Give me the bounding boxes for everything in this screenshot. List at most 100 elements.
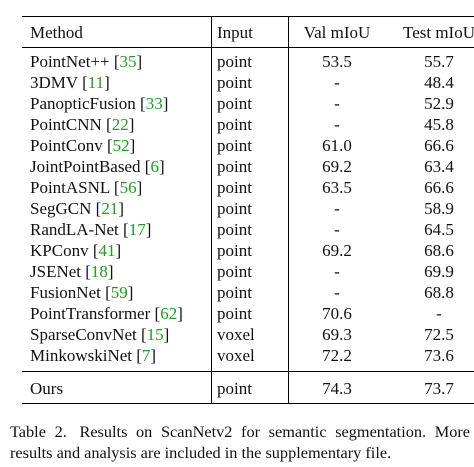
test-miou: 72.5: [424, 325, 454, 344]
input-type: voxel: [211, 324, 289, 345]
citation-link[interactable]: 56: [119, 178, 137, 197]
val-miou: 70.6: [288, 303, 385, 324]
citation-link[interactable]: 33: [145, 94, 163, 113]
method-name: PointCNN: [30, 115, 102, 134]
method-name: FusionNet: [30, 283, 101, 302]
test-miou: 63.4: [424, 157, 454, 176]
method-cell: PointNet++ [35]: [30, 52, 143, 71]
method-cell: PointASNL [56]: [30, 178, 143, 197]
input-type: point: [211, 303, 289, 324]
table-row: KPConv [41] point 69.2 68.6: [22, 240, 474, 261]
test-miou: 58.9: [424, 199, 454, 218]
method-name: JSENet: [30, 262, 81, 281]
table-row: PointCNN [22] point - 45.8: [22, 114, 474, 135]
test-miou-ours: 73.7: [385, 371, 474, 404]
method-name: SparseConvNet: [30, 325, 137, 344]
input-type: point: [211, 114, 289, 135]
input-type: point: [211, 240, 289, 261]
test-miou: 69.9: [424, 262, 454, 281]
input-type: point: [211, 93, 289, 114]
table-row: FusionNet [59] point - 68.8: [22, 282, 474, 303]
method-name: PointConv: [30, 136, 103, 155]
caption-label: Table 2.: [10, 422, 67, 441]
table-row: SparseConvNet [15] voxel 69.3 72.5: [22, 324, 474, 345]
val-miou: 61.0: [288, 135, 385, 156]
input-type: point: [211, 135, 289, 156]
input-type: point: [211, 198, 289, 219]
method-name: MinkowskiNet: [30, 346, 132, 365]
method-cell: SparseConvNet [15]: [30, 325, 170, 344]
method-name: JointPointBased: [30, 157, 141, 176]
citation-link[interactable]: 15: [146, 325, 164, 344]
method-cell: KPConv [41]: [30, 241, 122, 260]
table-caption: Table 2. Results on ScanNetv2 for semant…: [10, 421, 470, 463]
input-type: point: [211, 72, 289, 93]
method-cell: SegGCN [21]: [30, 199, 124, 218]
citation-link[interactable]: 17: [128, 220, 146, 239]
table-row: RandLA-Net [17] point - 64.5: [22, 219, 474, 240]
input-type: point: [211, 156, 289, 177]
citation-link[interactable]: 62: [160, 304, 178, 323]
val-miou: 69.2: [288, 156, 385, 177]
test-miou: 45.8: [424, 115, 454, 134]
table-row-ours: Ours point 74.3 73.7: [22, 371, 474, 404]
val-miou: -: [288, 282, 385, 303]
method-cell: PanopticFusion [33]: [30, 94, 169, 113]
method-cell: JSENet [18]: [30, 262, 114, 281]
method-cell: PointConv [52]: [30, 136, 136, 155]
val-miou: -: [288, 93, 385, 114]
test-miou: 68.6: [424, 241, 454, 260]
method-name: PointNet++: [30, 52, 110, 71]
method-cell: 3DMV [11]: [30, 73, 110, 92]
header-input: Input: [211, 16, 289, 48]
val-miou-ours: 74.3: [288, 371, 385, 404]
test-miou: 55.7: [424, 52, 454, 71]
table-row: PanopticFusion [33] point - 52.9: [22, 93, 474, 114]
citation-link[interactable]: 21: [101, 199, 119, 218]
citation-link[interactable]: 22: [111, 115, 129, 134]
citation-link[interactable]: 59: [110, 283, 128, 302]
citation-link[interactable]: 35: [119, 52, 137, 71]
method-cell: FusionNet [59]: [30, 283, 134, 302]
table-row: PointTransformer [62] point 70.6 -: [22, 303, 474, 324]
val-miou: -: [288, 219, 385, 240]
method-cell: PointTransformer [62]: [30, 304, 183, 323]
header-method: Method: [22, 16, 212, 48]
method-name: PanopticFusion: [30, 94, 136, 113]
val-miou: 69.2: [288, 240, 385, 261]
method-name: PointASNL: [30, 178, 110, 197]
citation-link[interactable]: 18: [90, 262, 108, 281]
test-miou: 64.5: [424, 220, 454, 239]
citation-link[interactable]: 41: [98, 241, 116, 260]
table-row: PointASNL [56] point 63.5 66.6: [22, 177, 474, 198]
table-row: JointPointBased [6] point 69.2 63.4: [22, 156, 474, 177]
table-header-row: Method Input Val mIoU Test mIoU: [22, 16, 474, 48]
method-name: KPConv: [30, 241, 89, 260]
citation-link[interactable]: 52: [112, 136, 130, 155]
input-type: point: [211, 219, 289, 240]
method-name: SegGCN: [30, 199, 92, 218]
citation-link[interactable]: 6: [150, 157, 159, 176]
method-cell: MinkowskiNet [7]: [30, 346, 157, 365]
method-name-ours: Ours: [22, 371, 212, 404]
val-miou: 72.2: [288, 345, 385, 372]
test-miou: -: [436, 304, 442, 323]
test-miou: 66.6: [424, 136, 454, 155]
input-type: point: [211, 282, 289, 303]
results-table: Method Input Val mIoU Test mIoU PointNet…: [22, 16, 474, 404]
input-type: point: [211, 177, 289, 198]
test-miou: 66.6: [424, 178, 454, 197]
citation-link[interactable]: 11: [87, 73, 105, 92]
val-miou: -: [288, 261, 385, 282]
table-row: SegGCN [21] point - 58.9: [22, 198, 474, 219]
table-row: 3DMV [11] point - 48.4: [22, 72, 474, 93]
table-row: PointConv [52] point 61.0 66.6: [22, 135, 474, 156]
citation-link[interactable]: 7: [141, 346, 151, 365]
val-miou: -: [288, 72, 385, 93]
val-miou: 63.5: [288, 177, 385, 198]
val-miou: -: [288, 198, 385, 219]
method-cell: RandLA-Net [17]: [30, 220, 152, 239]
method-name: PointTransformer: [30, 304, 151, 323]
input-type: point: [211, 261, 289, 282]
input-type: point: [211, 47, 289, 72]
